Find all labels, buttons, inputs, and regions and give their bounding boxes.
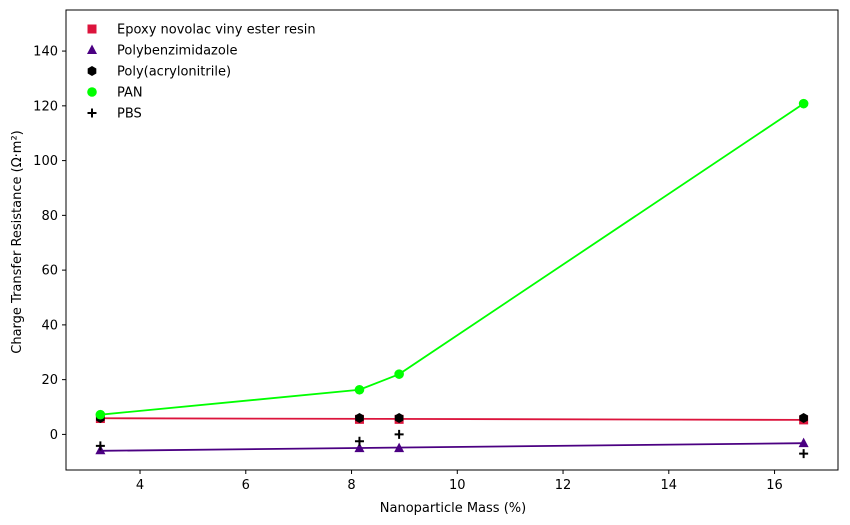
series-line-1 [100, 442, 804, 452]
legend-marker-3 [87, 87, 97, 97]
data-point-s1-2 [394, 442, 405, 453]
series-line-3 [100, 102, 805, 416]
x-tick-label: 4 [136, 478, 144, 493]
x-tick-label: 8 [347, 478, 355, 493]
data-point-s2-1 [355, 412, 364, 423]
y-tick-label: 0 [50, 428, 58, 443]
y-tick-label: 40 [41, 318, 58, 333]
data-point-s1-1 [354, 442, 365, 453]
legend-label-4: PBS [117, 107, 142, 122]
legend-marker-0 [87, 24, 97, 34]
data-point-s4-3 [799, 449, 809, 459]
legend-marker-2 [87, 66, 97, 76]
plot-frame [65, 9, 839, 471]
data-point-s4-2 [394, 429, 404, 439]
data-point-s2-3 [799, 412, 808, 423]
y-tick-label: 80 [41, 209, 58, 224]
x-axis-label: Nanoparticle Mass (%) [380, 501, 526, 516]
x-tick-label: 10 [449, 478, 466, 493]
data-point-s2-2 [394, 412, 404, 423]
y-tick-label: 120 [33, 99, 58, 114]
y-tick-label: 100 [33, 154, 58, 169]
x-tick-label: 12 [555, 478, 572, 493]
data-point-s4-1 [354, 436, 364, 446]
legend-marker-1 [87, 44, 97, 54]
x-tick-label: 6 [242, 478, 250, 493]
data-point-s3-3 [798, 98, 809, 109]
legend-label-2: Poly(acrylonitrile) [117, 65, 231, 80]
legend-label-3: PAN [117, 86, 143, 101]
y-axis-label: Charge Transfer Resistance (Ω·m²) [10, 130, 25, 353]
data-point-s3-1 [354, 384, 365, 395]
y-tick-label: 140 [33, 45, 58, 60]
data-point-s3-2 [394, 369, 404, 379]
x-tick-label: 16 [766, 478, 783, 493]
data-point-s4-0 [95, 441, 105, 451]
data-point-s3-0 [95, 409, 106, 420]
legend-label-1: Polybenzimidazole [117, 44, 237, 59]
y-tick-label: 20 [41, 373, 58, 388]
data-point-s1-3 [798, 437, 809, 448]
x-tick-label: 14 [661, 478, 678, 493]
plot-area [95, 98, 809, 459]
y-tick-label: 60 [41, 264, 58, 279]
series-line-0 [100, 417, 804, 421]
legend: Epoxy novolac viny ester resin Polybenzim… [87, 23, 316, 122]
legend-marker-4 [87, 108, 97, 118]
legend-label-0: Epoxy novolac viny ester resin [117, 23, 316, 38]
axes: 4 6 8 10 12 14 16 0 20 40 60 80 100 120 140 [33, 9, 839, 493]
